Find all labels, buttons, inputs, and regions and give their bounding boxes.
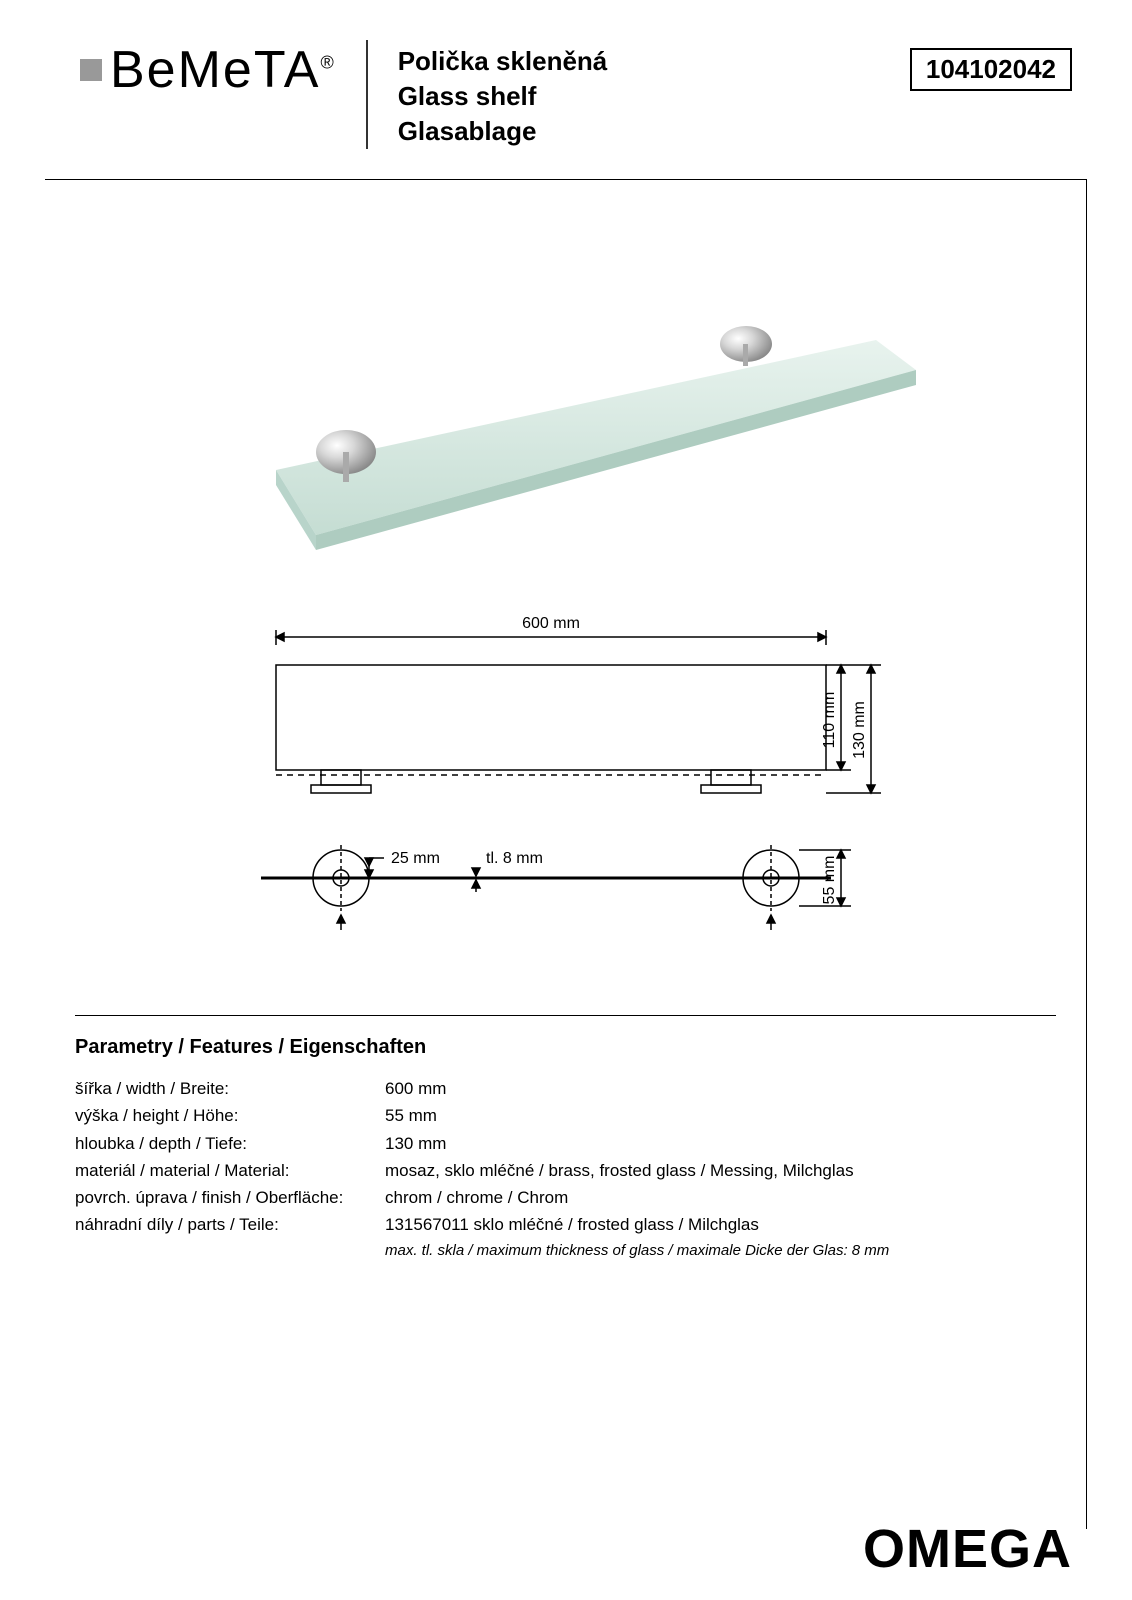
param-value: 55 mm xyxy=(385,1102,437,1129)
param-label: výška / height / Höhe: xyxy=(75,1102,385,1129)
title-en: Glass shelf xyxy=(398,79,880,114)
param-row: výška / height / Höhe: 55 mm xyxy=(75,1102,1056,1129)
param-value: 600 mm xyxy=(385,1075,446,1102)
header-divider xyxy=(366,40,368,149)
param-value: chrom / chrome / Chrom xyxy=(385,1184,568,1211)
brand-logo: BeMeTA® xyxy=(80,40,336,100)
param-value: 131567011 sklo mléčné / frosted glass / … xyxy=(385,1211,759,1238)
title-de: Glasablage xyxy=(398,114,880,149)
collection-name: OMEGA xyxy=(863,1518,1072,1580)
param-label: náhradní díly / parts / Teile: xyxy=(75,1211,385,1238)
technical-drawings: 600 mm 110 mm 130 mm 25 mm tl. 8 mm 55 m… xyxy=(216,600,916,965)
param-row: materiál / material / Material: mosaz, s… xyxy=(75,1157,1056,1184)
parameters-table: šířka / width / Breite: 600 mm výška / h… xyxy=(75,1075,1056,1259)
param-row: náhradní díly / parts / Teile: 131567011… xyxy=(75,1211,1056,1238)
sku-code: 104102042 xyxy=(910,48,1072,91)
dim-thickness: tl. 8 mm xyxy=(486,850,543,867)
parameters-heading: Parametry / Features / Eigenschaften xyxy=(75,1036,1056,1059)
header: BeMeTA® Polička skleněná Glass shelf Gla… xyxy=(0,0,1132,169)
product-render xyxy=(156,230,976,560)
logo-mark-icon xyxy=(80,59,102,81)
product-titles: Polička skleněná Glass shelf Glasablage xyxy=(398,40,880,149)
param-label: šířka / width / Breite: xyxy=(75,1075,385,1102)
param-label: povrch. úprava / finish / Oberfläche: xyxy=(75,1184,385,1211)
dim-55: 55 mm xyxy=(821,856,838,905)
brand-name: BeMeTA® xyxy=(110,40,336,100)
title-cz: Polička skleněná xyxy=(398,44,880,79)
param-label: materiál / material / Material: xyxy=(75,1157,385,1184)
param-note: max. tl. skla / maximum thickness of gla… xyxy=(385,1242,1056,1259)
main-content: 600 mm 110 mm 130 mm 25 mm tl. 8 mm 55 m… xyxy=(45,179,1087,1529)
param-row: povrch. úprava / finish / Oberfläche: ch… xyxy=(75,1184,1056,1211)
dim-25: 25 mm xyxy=(391,850,440,867)
param-row: šířka / width / Breite: 600 mm xyxy=(75,1075,1056,1102)
dim-110: 110 mm xyxy=(821,692,838,749)
section-divider xyxy=(75,1015,1056,1016)
param-label: hloubka / depth / Tiefe: xyxy=(75,1130,385,1157)
param-value: 130 mm xyxy=(385,1130,446,1157)
dim-width: 600 mm xyxy=(522,615,580,632)
param-row: hloubka / depth / Tiefe: 130 mm xyxy=(75,1130,1056,1157)
dim-130: 130 mm xyxy=(851,701,868,759)
param-value: mosaz, sklo mléčné / brass, frosted glas… xyxy=(385,1157,854,1184)
